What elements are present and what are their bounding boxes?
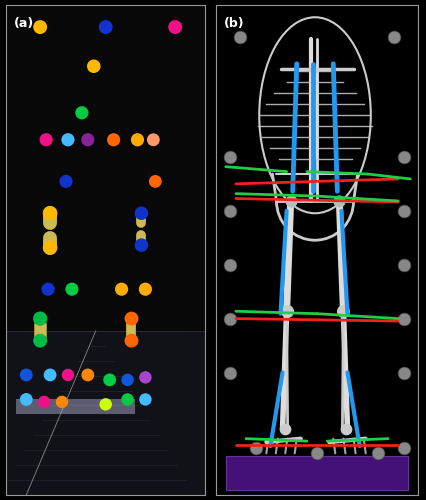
Point — [141, 374, 149, 382]
Point — [335, 197, 342, 205]
Bar — [6, 331, 204, 495]
Point — [226, 153, 233, 161]
Point — [390, 33, 397, 41]
Point — [84, 371, 91, 379]
Point — [282, 307, 289, 316]
Point — [313, 450, 320, 458]
Point — [226, 207, 233, 215]
Point — [64, 371, 71, 379]
Point — [171, 23, 178, 31]
Point — [400, 444, 407, 452]
Point — [23, 371, 30, 379]
Point — [400, 260, 407, 268]
Point — [280, 425, 287, 433]
Point — [78, 109, 85, 117]
Point — [45, 285, 52, 293]
Point — [37, 336, 43, 344]
Point — [102, 23, 109, 31]
Point — [400, 207, 407, 215]
Point — [226, 368, 233, 376]
Point — [134, 136, 141, 144]
Point — [84, 136, 91, 144]
Point — [40, 398, 47, 406]
Point — [226, 314, 233, 322]
Point — [141, 396, 149, 404]
Point — [46, 244, 53, 252]
Point — [138, 209, 144, 217]
Point — [68, 285, 75, 293]
Bar — [225, 456, 407, 490]
Point — [342, 425, 349, 433]
Bar — [16, 400, 135, 414]
Point — [110, 136, 117, 144]
Point — [252, 444, 259, 452]
Point — [150, 136, 156, 144]
Point — [138, 241, 144, 249]
Point — [339, 307, 346, 316]
Bar — [6, 5, 204, 331]
Point — [400, 314, 407, 322]
Point — [287, 197, 294, 205]
Point — [118, 285, 125, 293]
Point — [46, 371, 53, 379]
Text: (b): (b) — [223, 17, 244, 30]
Point — [37, 314, 43, 322]
Point — [37, 23, 43, 31]
Point — [43, 136, 49, 144]
Point — [64, 136, 71, 144]
Point — [90, 62, 97, 70]
Point — [62, 178, 69, 186]
Point — [102, 400, 109, 408]
Text: (a): (a) — [14, 17, 35, 30]
Point — [106, 376, 113, 384]
Point — [141, 285, 149, 293]
Point — [152, 178, 158, 186]
Point — [226, 260, 233, 268]
Point — [128, 336, 135, 344]
Point — [58, 398, 65, 406]
Point — [236, 33, 243, 41]
Point — [124, 376, 131, 384]
Point — [400, 368, 407, 376]
Point — [124, 396, 131, 404]
Point — [400, 153, 407, 161]
Point — [23, 396, 30, 404]
Point — [374, 450, 380, 458]
Point — [128, 314, 135, 322]
Point — [46, 209, 53, 217]
